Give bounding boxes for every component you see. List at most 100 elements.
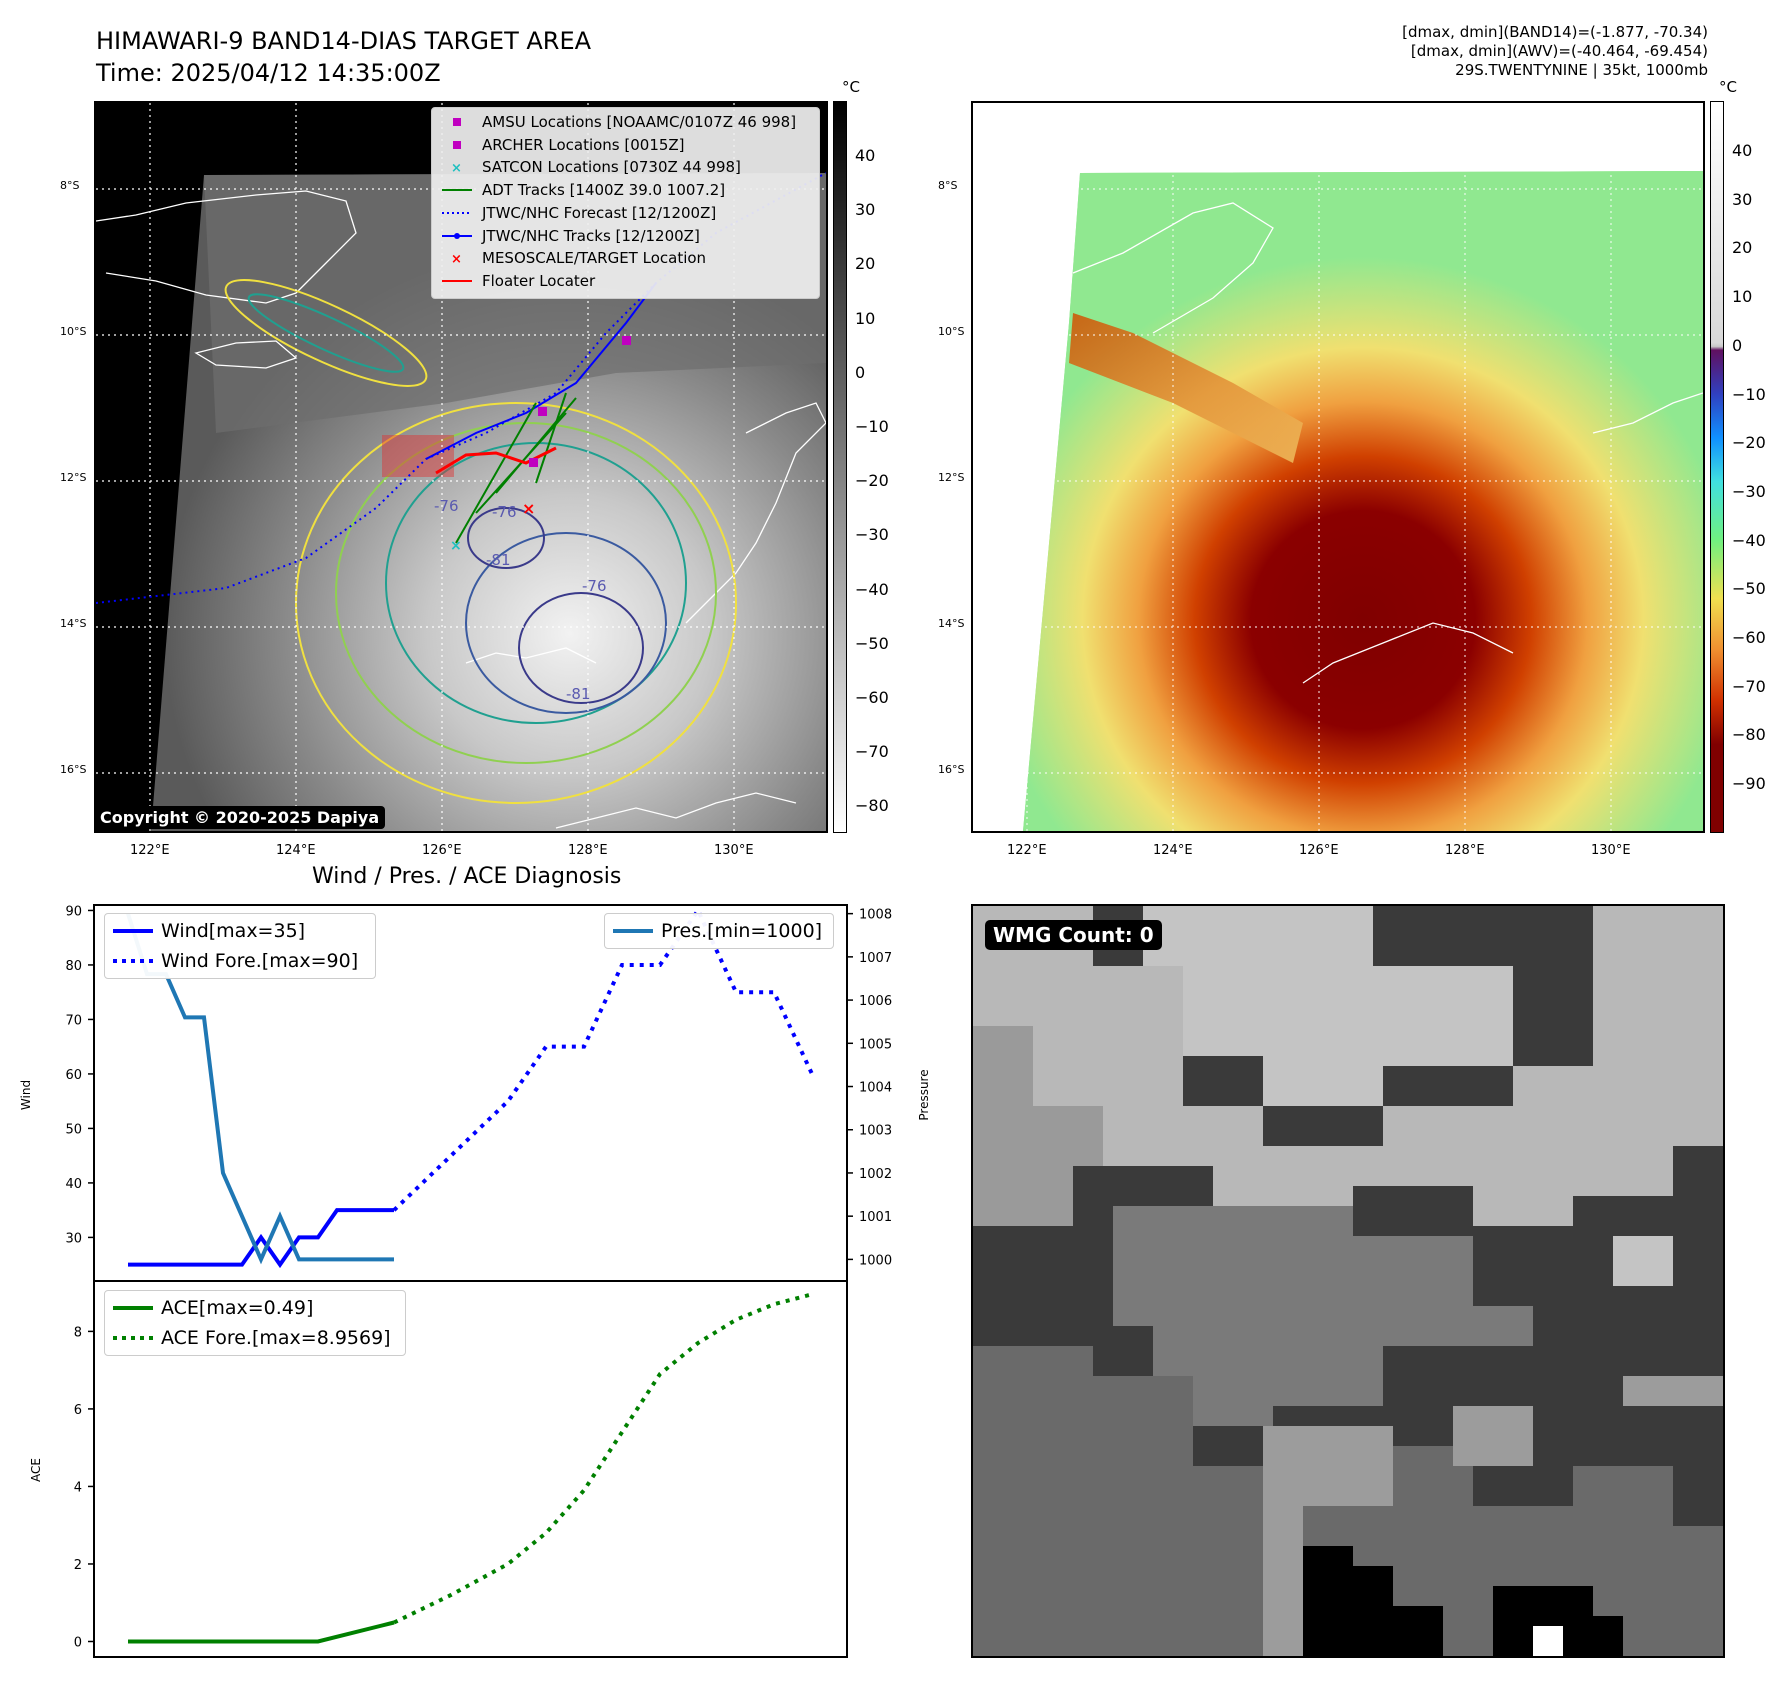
wind-ytick-label: 30 (65, 1231, 82, 1246)
ir-legend-item: JTWC/NHC Forecast [12/1200Z] (440, 204, 716, 222)
colorbar-tick-label: −90 (1732, 774, 1766, 794)
colorbar-tick-label: 30 (855, 200, 876, 220)
lat-tick-label: 14°S (60, 617, 87, 630)
ir-legend-label: JTWC/NHC Tracks [12/1200Z] (482, 226, 700, 245)
legend-marker-icon (453, 118, 461, 126)
wind-ytick-label: 50 (65, 1122, 82, 1137)
colorbar-tick-label: −80 (855, 796, 889, 816)
colorbar-tick-label: 10 (1732, 287, 1753, 307)
ir-colorbar (833, 101, 847, 833)
colorbar-tick-label: 40 (855, 146, 876, 165)
ace-ytick-label: 4 (74, 1480, 82, 1495)
colorbar-tick-label: −80 (1732, 725, 1766, 745)
figure-title: HIMAWARI-9 BAND14-DIAS TARGET AREA (96, 27, 592, 55)
wind-ytick-label: 80 (65, 959, 82, 974)
legend-marker-icon: × (451, 252, 462, 265)
awv-map-image (973, 103, 1703, 831)
pressure-ytick-label: 1007 (859, 951, 892, 966)
ace-legend-swatch (113, 1306, 153, 1310)
wmg-panel (971, 904, 1725, 1658)
wind-legend-swatch (113, 929, 153, 933)
lon-tick-label: 124°E (276, 843, 316, 858)
wmg-count-badge: WMG Count: 0 (985, 920, 1162, 950)
ace-legend: ACE[max=0.49] ACE Fore.[max=8.9569] (104, 1290, 406, 1356)
ir-colorbar-unit: °C (842, 78, 860, 96)
colorbar-tick-label: 40 (1732, 141, 1753, 160)
ir-legend-label: SATCON Locations [0730Z 44 998] (482, 158, 741, 177)
pres-legend: Pres.[min=1000] (604, 913, 834, 949)
colorbar-tick-label: 30 (1732, 189, 1753, 209)
lon-tick-label: 124°E (1153, 843, 1193, 858)
lon-tick-label: 126°E (1299, 843, 1339, 858)
colorbar-tick-label: −10 (855, 417, 889, 436)
ace-ylabel: ACE (29, 1458, 43, 1482)
figure-time: Time: 2025/04/12 14:35:00Z (96, 59, 441, 87)
pressure-ytick-label: 1001 (859, 1210, 892, 1225)
contour-label: -81 (486, 551, 511, 569)
pressure-ytick-label: 1004 (859, 1081, 892, 1096)
ir-legend-label: Floater Locater (482, 271, 596, 290)
ir-legend-item: ARCHER Locations [0015Z] (440, 136, 685, 154)
wind-fore-legend-label: Wind Fore.[max=90] (161, 950, 359, 972)
pressure-ytick-label: 1002 (859, 1167, 892, 1182)
lat-tick-label: 16°S (60, 763, 87, 776)
colorbar-tick-label: 0 (1732, 335, 1743, 355)
ir-legend-label: ARCHER Locations [0015Z] (482, 135, 685, 154)
pres-legend-swatch (613, 929, 653, 933)
wind-forecast-line (392, 906, 814, 1212)
ace-line (128, 1620, 395, 1644)
colorbar-tick-label: −30 (1732, 481, 1766, 501)
pres-legend-label: Pres.[min=1000] (661, 920, 823, 942)
colorbar-tick-label: 20 (855, 254, 876, 274)
ir-legend (431, 107, 820, 299)
ace-fore-legend-label: ACE Fore.[max=8.9569] (161, 1327, 391, 1349)
lat-tick-label: 14°S (938, 617, 965, 630)
copyright-label: Copyright © 2020-2025 Dapiya (94, 806, 386, 829)
wind-ytick-label: 60 (65, 1068, 82, 1083)
ir-legend-item: × SATCON Locations [0730Z 44 998] (440, 158, 741, 176)
awv-map-panel (971, 101, 1705, 833)
pressure-ytick-label: 1008 (859, 908, 892, 923)
ir-legend-item: JTWC/NHC Tracks [12/1200Z] (440, 227, 700, 245)
lon-tick-label: 128°E (568, 843, 608, 858)
pressure-ytick-label: 1000 (859, 1253, 892, 1268)
ace-legend-label: ACE[max=0.49] (161, 1297, 314, 1319)
colorbar-tick-label: −30 (855, 525, 889, 545)
ir-legend-label: AMSU Locations [NOAAMC/0107Z 46 998] (482, 113, 797, 131)
lon-tick-label: 126°E (422, 843, 462, 858)
wind-ytick-label: 70 (65, 1013, 82, 1028)
ir-legend-label: ADT Tracks [1400Z 39.0 1007.2] (482, 181, 726, 200)
contour-label: -81 (566, 685, 591, 703)
legend-marker-icon: × (451, 161, 462, 174)
lat-tick-label: 12°S (938, 471, 965, 484)
colorbar-tick-label: −60 (855, 688, 889, 707)
wmg-image (973, 906, 1723, 1656)
ace-axes-frame (93, 1280, 848, 1658)
ace-fore-legend-swatch (113, 1336, 153, 1340)
colorbar-tick-label: −20 (1732, 433, 1766, 453)
colorbar-tick-label: 20 (1732, 238, 1753, 258)
colorbar-tick-label: −60 (1732, 628, 1766, 647)
pressure-ylabel: Pressure (917, 1069, 931, 1120)
colorbar-tick-label: −20 (855, 471, 889, 491)
ir-legend-item: AMSU Locations [NOAAMC/0107Z 46 998] (440, 113, 796, 131)
ir-legend-item: × MESOSCALE/TARGET Location (440, 249, 706, 267)
ace-ytick-label: 6 (74, 1403, 82, 1418)
diagnosis-title: Wind / Pres. / ACE Diagnosis (312, 864, 622, 889)
pressure-ytick-label: 1005 (859, 1037, 892, 1052)
diagnosis-charts: 3040506070809010001001100210031004100510… (19, 904, 931, 1658)
lat-tick-label: 12°S (60, 471, 87, 484)
contour-label: -76 (492, 503, 517, 521)
ir-legend-label: MESOSCALE/TARGET Location (482, 249, 707, 268)
legend-marker-icon (453, 140, 461, 149)
colorbar-tick-label: −40 (855, 579, 889, 599)
legend-marker-icon (442, 279, 472, 282)
lat-tick-label: 10°S (938, 325, 965, 338)
ace-ytick-label: 2 (74, 1558, 82, 1573)
lon-tick-label: 130°E (714, 843, 754, 858)
wind-legend-label: Wind[max=35] (161, 920, 306, 942)
colorbar-tick-label: −50 (1732, 579, 1766, 599)
ace-ytick-label: 8 (74, 1325, 82, 1340)
contour-label: -76 (434, 497, 459, 515)
svg-text:×: × (450, 538, 462, 554)
